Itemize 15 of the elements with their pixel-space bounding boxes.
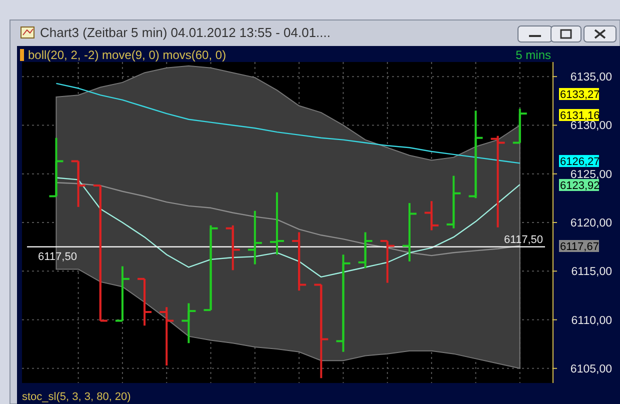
annotation: 5 mins bbox=[516, 48, 551, 62]
ref-line-label: 6117,50 bbox=[504, 234, 543, 246]
line-series bbox=[56, 82, 520, 164]
text: stoc_sl(5, 3, 3, 80, 20) bbox=[22, 391, 131, 403]
text: 6117,50 bbox=[38, 250, 77, 263]
y-tick-label: 6110,00 bbox=[571, 314, 612, 327]
y-tick-label: 6125,00 bbox=[570, 168, 612, 181]
y-tick-label: 6105,00 bbox=[570, 363, 612, 376]
y-tick-label: 6115,00 bbox=[571, 266, 612, 278]
y-tick-label: 6130,00 bbox=[570, 120, 612, 132]
y-tick-label: 6135,00 bbox=[570, 72, 612, 84]
text: 6117,67 bbox=[560, 241, 599, 253]
chart-title: Chart3 (Zeitbar 5 min) 04.01.2012 13:55 - 04.01.... bbox=[40, 25, 331, 40]
y-tick-label: 6120,00 bbox=[570, 218, 612, 230]
chart-subtitle: boll(20, 2, -2) move(9, 0) movs(60, 0) bbox=[28, 48, 226, 62]
